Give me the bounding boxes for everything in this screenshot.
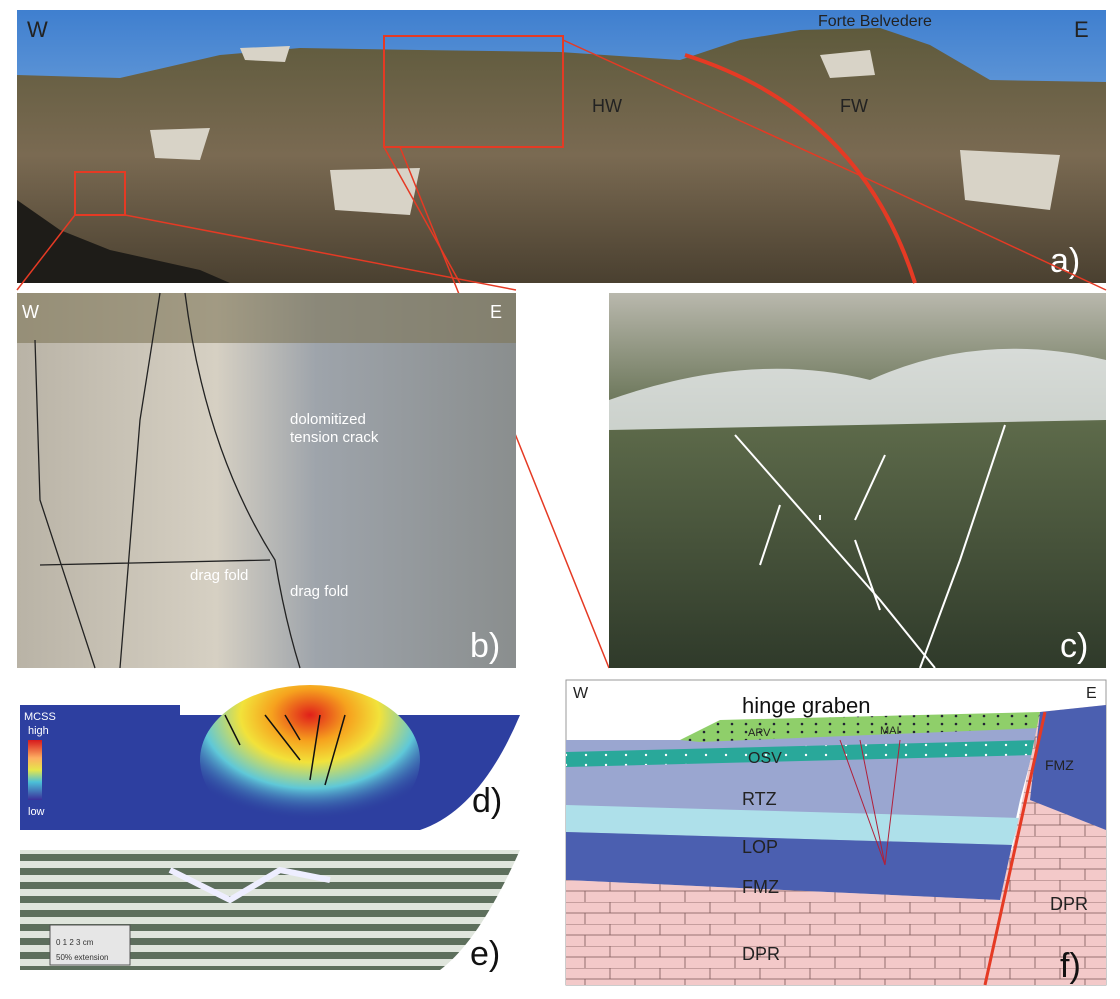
label: HW [592,96,622,116]
label: FW [840,96,868,116]
label: E [1074,17,1089,42]
fault [684,53,917,284]
mountain [17,28,1106,283]
label: high [28,725,49,737]
panel-f: W E hinge graben ARV MAI OSV FMZ RTZ LOP… [565,679,1107,986]
layer [566,740,1040,767]
fault [983,711,1047,986]
layer [566,805,1020,845]
label: W [27,17,48,42]
panel-b: W E dolomitized tension crack drag fold … [17,292,516,669]
panel-c: c) [609,293,1106,669]
panel-tag: a) [1050,242,1080,280]
unit-label: DPR [1050,894,1088,914]
unit-label: OSV [748,750,782,767]
unit-label: ARV [748,727,771,739]
label: tension crack [290,429,379,446]
label: W [573,685,589,702]
panel-tag: c) [1060,627,1088,665]
photo [17,293,516,668]
layer [566,832,1012,900]
footwall [1030,705,1106,830]
title: hinge graben [742,693,870,718]
label: E [490,302,502,322]
shadow [17,200,230,283]
panel-e: 0 1 2 3 cm 50% extension e) [20,850,520,973]
label: MCSS [24,711,56,723]
stress-field [200,685,420,835]
inset-box [74,171,126,216]
graben [168,866,331,904]
colorbar [28,740,42,800]
label: W [22,302,39,322]
label: 0 1 2 3 cm [56,938,94,947]
unit-label: FMZ [742,877,779,897]
label: E [1086,685,1097,702]
unit-label: RTZ [742,789,777,809]
scale-box [49,924,131,966]
unit-label: FMZ [1045,757,1074,773]
label: drag fold [190,567,248,584]
fault [839,739,901,866]
analog-model [20,850,520,970]
label: 50% extension [56,953,108,962]
layer [566,880,1000,985]
panel-tag: d) [472,782,502,820]
panel-tag: e) [470,935,500,973]
fault-trace [734,424,1006,669]
cliff [150,46,1060,215]
fracture [34,292,301,669]
label: drag fold [290,583,348,600]
fault [224,714,346,786]
label: low [28,806,45,818]
label: Forte Belvedere [818,13,932,30]
unit-label: LOP [742,837,778,857]
panel-tag: b) [470,627,500,665]
label: dolomitized [290,411,366,428]
unit-label: MAI [880,725,900,737]
unit-label: DPR [742,944,780,964]
panel-tag: f) [1060,947,1081,985]
panel-a: W Forte Belvedere E HW FW a) [17,10,1106,284]
layer [680,712,1040,742]
connector [16,146,1107,669]
panel-d: MCSS high low d) [20,685,520,835]
vegetation [17,293,516,343]
snow [609,348,1106,430]
inset-box [383,35,564,148]
connector [383,39,871,284]
model [20,705,180,830]
